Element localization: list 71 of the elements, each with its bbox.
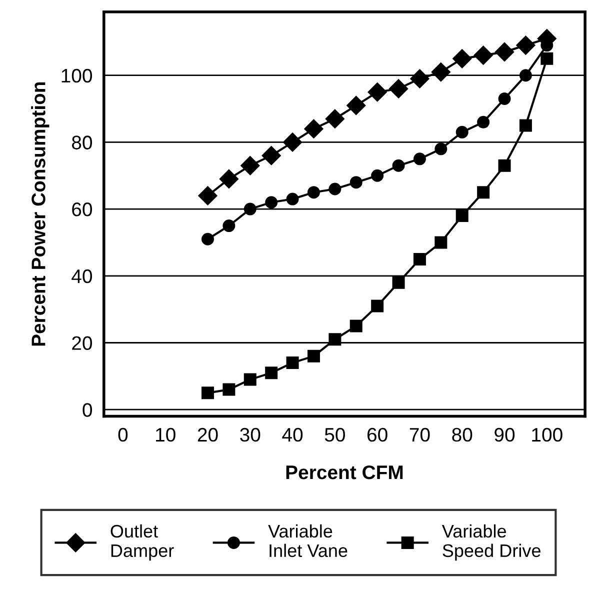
point bbox=[304, 119, 324, 138]
point bbox=[498, 92, 511, 106]
x-tick-label: 60 bbox=[368, 428, 388, 442]
x-tick-label: 0 bbox=[118, 428, 128, 442]
x-tick-label: 50 bbox=[324, 428, 345, 442]
point bbox=[265, 196, 278, 209]
point bbox=[265, 366, 278, 380]
point bbox=[350, 320, 362, 332]
y-tick-label: 0 bbox=[82, 403, 92, 417]
point bbox=[198, 186, 218, 206]
point bbox=[350, 176, 362, 189]
point bbox=[244, 202, 256, 216]
point bbox=[434, 142, 448, 156]
point bbox=[498, 159, 511, 172]
point bbox=[240, 156, 260, 176]
y-tick-label: 40 bbox=[72, 269, 92, 284]
point bbox=[456, 209, 468, 222]
point bbox=[456, 126, 468, 138]
point bbox=[392, 276, 405, 289]
point bbox=[474, 46, 493, 65]
point bbox=[371, 169, 384, 182]
y-tick-label: 100 bbox=[62, 68, 92, 83]
point bbox=[371, 300, 384, 312]
point bbox=[283, 132, 302, 152]
point bbox=[516, 36, 536, 55]
point bbox=[477, 116, 490, 128]
x-tick-label: 100 bbox=[532, 428, 562, 442]
y-tick-label: 20 bbox=[72, 336, 92, 350]
point bbox=[307, 186, 320, 199]
point bbox=[410, 69, 430, 88]
point bbox=[519, 119, 532, 132]
legend-label: Variable Inlet Vane bbox=[268, 524, 348, 558]
x-tick-label: 20 bbox=[198, 428, 218, 442]
point bbox=[201, 232, 214, 246]
point bbox=[328, 333, 342, 346]
point bbox=[201, 386, 214, 400]
point bbox=[452, 49, 472, 68]
x-tick-label: 90 bbox=[494, 428, 515, 442]
x-tick-label: 40 bbox=[282, 428, 303, 442]
point bbox=[477, 186, 490, 199]
x-tick-label: 70 bbox=[410, 428, 430, 442]
point bbox=[494, 42, 514, 62]
point bbox=[328, 182, 342, 196]
point bbox=[262, 146, 281, 166]
y-axis-title: Percent Power Consumption bbox=[31, 82, 50, 346]
point bbox=[286, 356, 299, 370]
point bbox=[413, 252, 426, 266]
point bbox=[346, 96, 366, 115]
point bbox=[388, 79, 408, 98]
point bbox=[434, 236, 448, 249]
point bbox=[431, 62, 450, 82]
y-tick-label: 60 bbox=[72, 202, 92, 216]
point bbox=[286, 192, 299, 206]
point bbox=[307, 350, 320, 362]
point bbox=[519, 69, 532, 82]
point bbox=[368, 82, 387, 102]
legend-label: Variable Speed Drive bbox=[442, 524, 540, 561]
x-tick-label: 10 bbox=[156, 428, 176, 442]
point bbox=[413, 152, 426, 166]
point bbox=[222, 383, 236, 396]
point bbox=[540, 52, 554, 65]
x-tick-label: 80 bbox=[452, 428, 472, 442]
point bbox=[244, 373, 256, 386]
legend-label: Outlet Damper bbox=[110, 524, 174, 561]
point bbox=[325, 109, 344, 128]
point bbox=[392, 159, 405, 172]
point bbox=[219, 169, 238, 189]
y-tick-label: 80 bbox=[72, 136, 92, 150]
x-axis-title: Percent CFM bbox=[286, 465, 403, 480]
point bbox=[222, 220, 236, 232]
x-tick-label: 30 bbox=[240, 428, 260, 442]
